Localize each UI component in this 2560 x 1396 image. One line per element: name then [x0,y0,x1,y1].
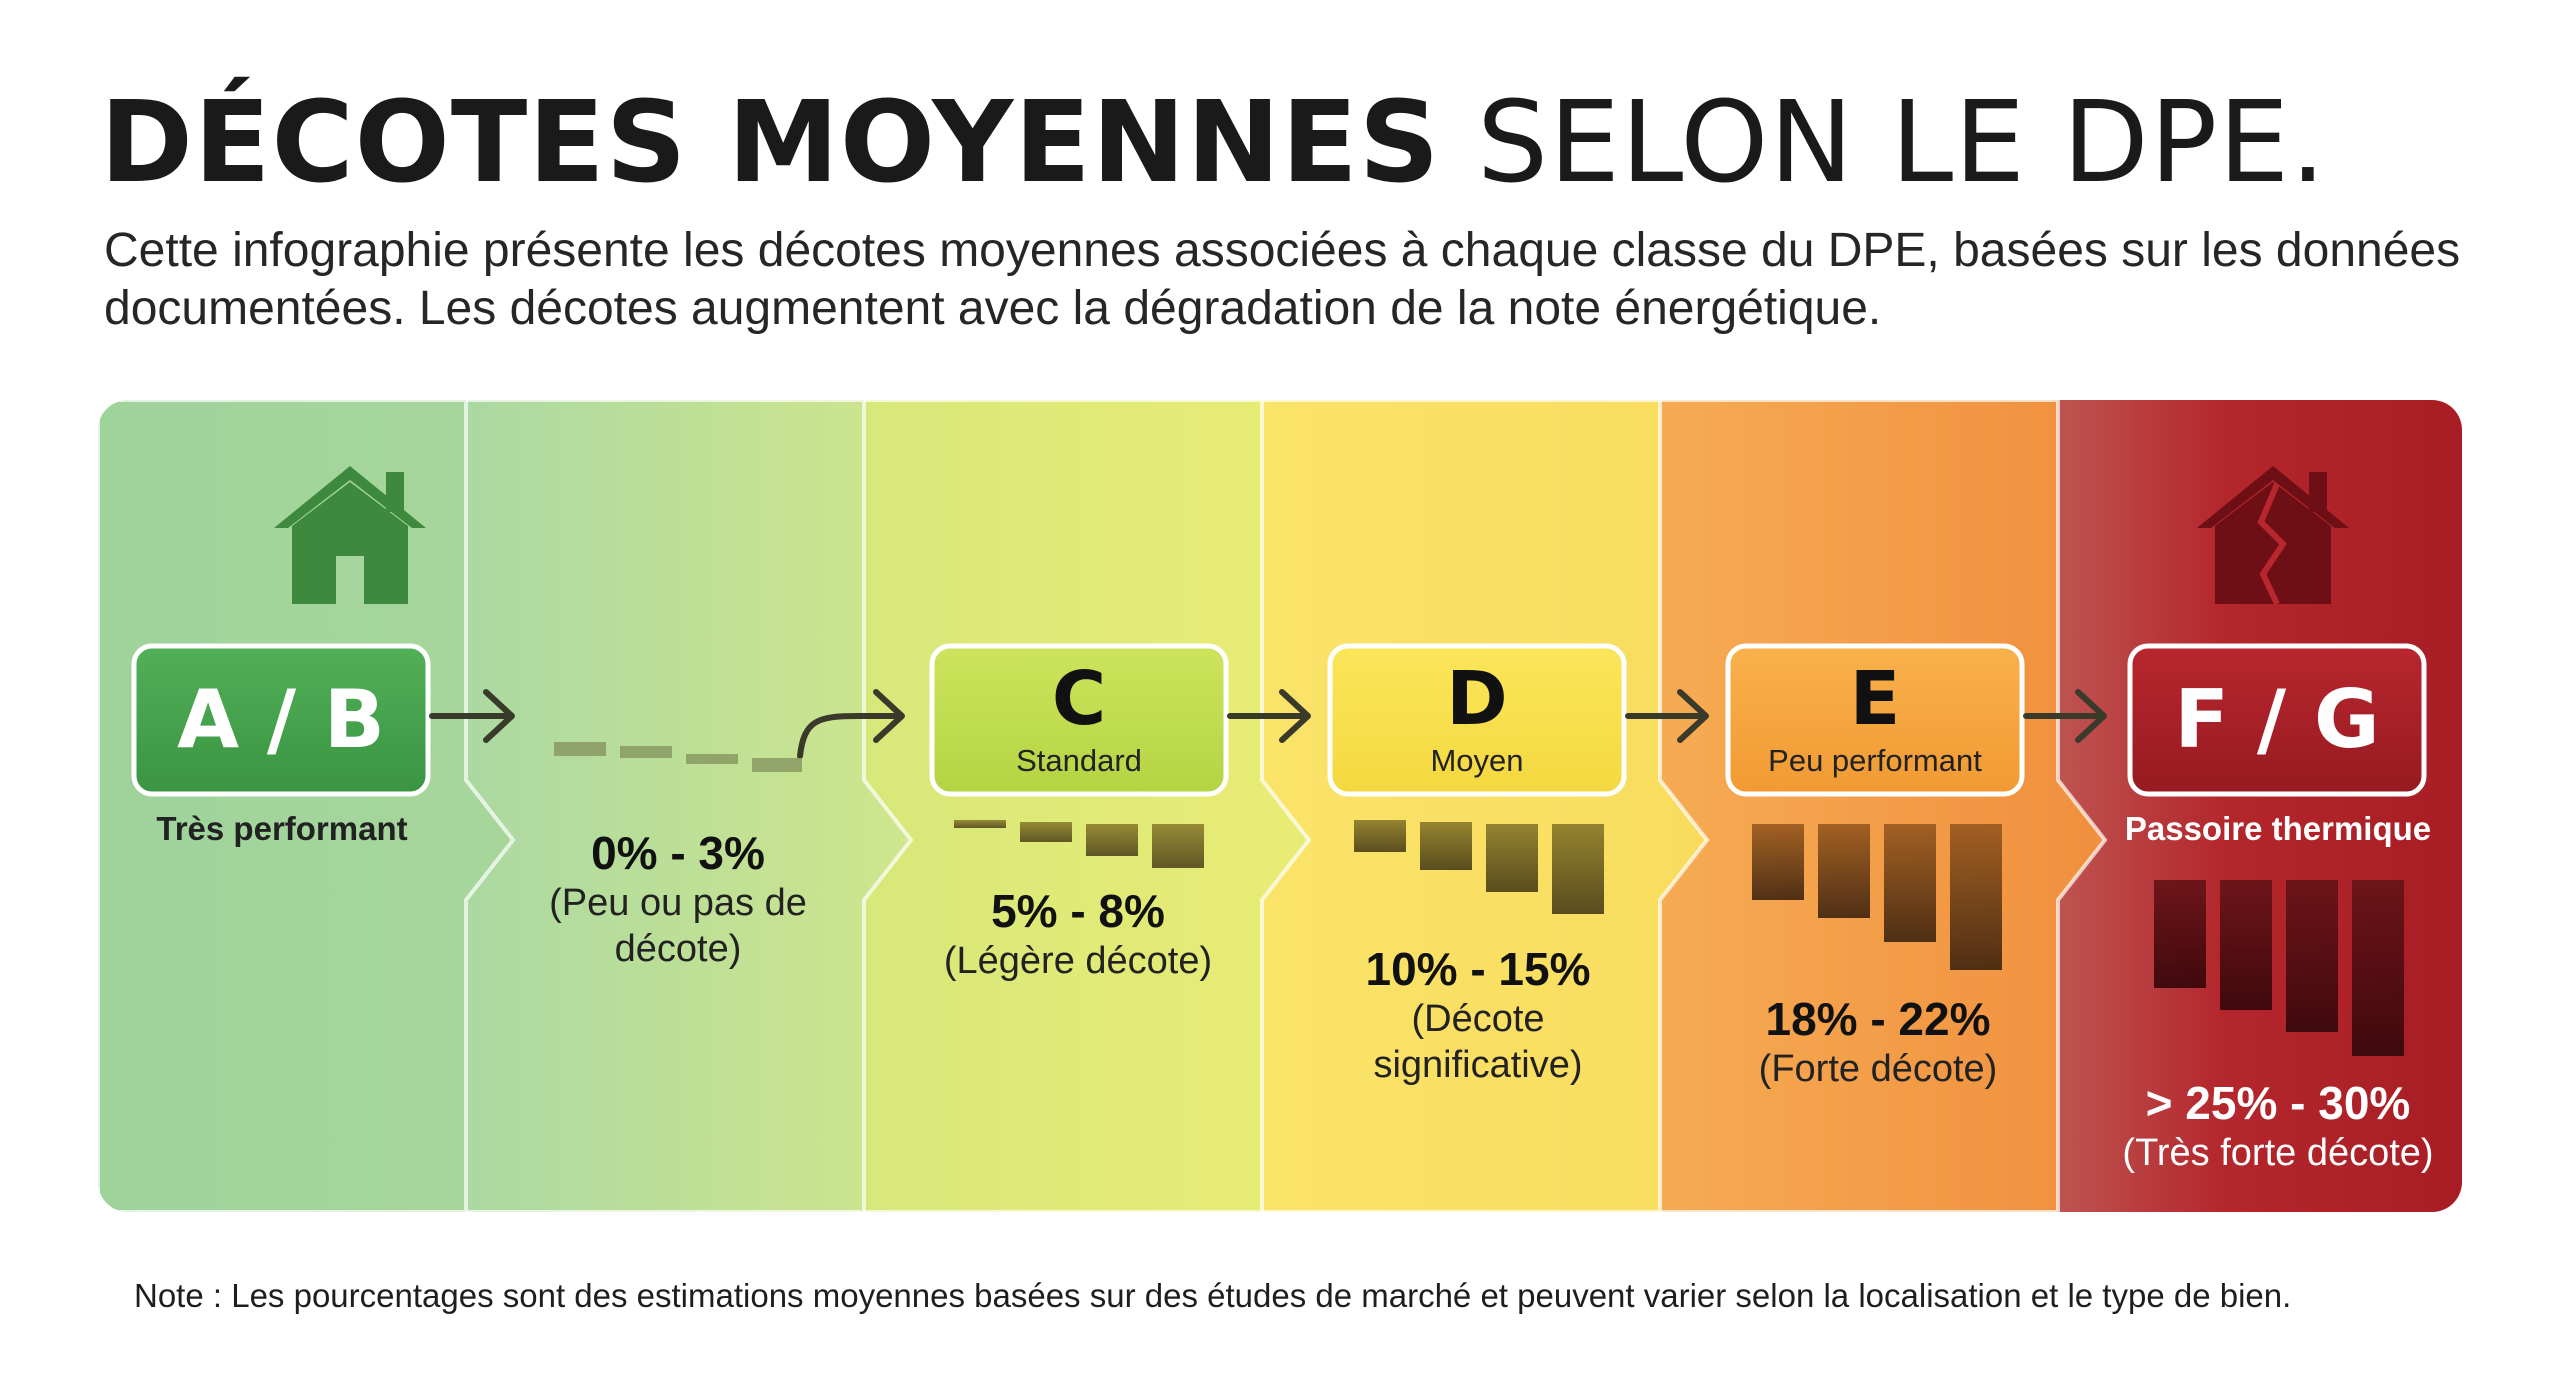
discount-desc-d: (Décote significative) [1373,998,1583,1086]
discount-desc-e: (Forte décote) [1758,1048,1998,1090]
arrow-icon [429,689,515,743]
discount-desc-fg: (Très forte décote) [2122,1132,2434,1174]
page-title: DÉCOTES MOYENNES SELON LE DPE. [100,78,2327,208]
class-caption-d: Moyen [1430,743,1524,778]
bars-ab [554,742,802,772]
discount-range-c: 5% - 8% [991,885,1165,937]
house-icon [274,466,426,604]
arrow-icon [2023,689,2107,743]
segment-e [1633,400,2108,1212]
class-label-ab: A / B [177,673,385,766]
segment-d [1235,400,1710,1212]
discount-desc-ab: (Peu ou pas de décote) [549,882,807,970]
segment-a [98,400,516,1212]
bars-fg [2154,880,2404,1056]
class-label-d: D [1446,656,1508,742]
arrow-icon [1625,689,1709,743]
class-caption-e: Peu performant [1768,743,1982,778]
dpe-board-graphic [98,400,2462,1212]
class-box-ab [131,643,431,797]
dpe-board: A / B Très performant 0% - 3% (Peu ou pa… [98,400,2462,1212]
curved-arrow-icon [797,689,905,759]
bars-c [954,820,1204,868]
class-label-e: E [1849,656,1901,742]
class-caption-ab: Très performant [156,810,408,847]
title-bold: DÉCOTES MOYENNES [100,78,1441,208]
class-box-c [929,643,1229,797]
segment-c [837,400,1312,1212]
discount-range-ab: 0% - 3% [591,827,765,879]
discount-desc-c: (Légère décote) [943,940,1213,982]
class-caption-c: Standard [1016,743,1142,778]
bars-e [1752,824,2002,970]
class-label-fg: F / G [2174,673,2380,766]
class-box-d [1327,643,1627,797]
broken-house-icon [2197,466,2349,606]
footnote: Note : Les pourcentages sont des estimat… [134,1277,2292,1314]
class-caption-fg: Passoire thermique [2124,810,2432,847]
arrow-icon [1227,689,1311,743]
bars-d [1354,820,1604,914]
subtitle: Cette infographie présente les décotes m… [104,224,2461,335]
discount-range-fg: > 25% - 30% [2145,1077,2411,1129]
class-box-e [1725,643,2025,797]
discount-range-d: 10% - 15% [1365,943,1591,995]
discount-range-e: 18% - 22% [1765,993,1991,1045]
class-box-fg [2127,643,2427,797]
title-light: SELON LE DPE. [1476,78,2327,208]
class-label-c: C [1051,656,1107,742]
segment-b [439,400,914,1212]
